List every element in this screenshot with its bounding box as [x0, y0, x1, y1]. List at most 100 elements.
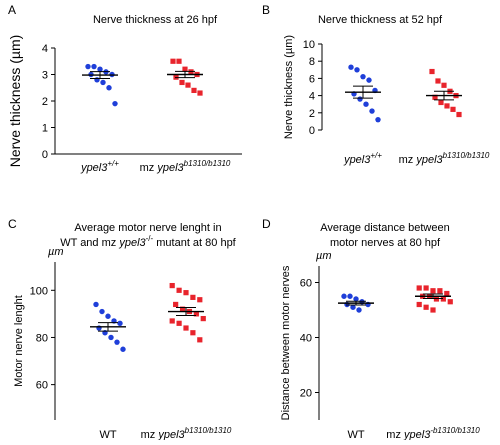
panel-c-series-2-point-13	[183, 325, 189, 331]
panel-b-series-2-point-9	[450, 106, 456, 112]
panel-c-series-1-point-5	[117, 320, 123, 327]
panel-d-y-tick-label-0: 20	[300, 388, 312, 400]
panel-c-title-segment-1: WT and mz	[60, 237, 119, 249]
panel-c-title-line-1: Average motor nerve lenght in	[74, 222, 221, 234]
panel-d-title-segment-1: Average distance between	[320, 222, 449, 234]
panel-b-series-1-point-2	[354, 67, 360, 73]
panel-d-category-1-text: WT	[347, 429, 364, 440]
panel-d-series-2-point-5	[444, 290, 450, 297]
panel-a-y-tick-label-4: 4	[42, 43, 48, 55]
panel-d-series-2-point-3	[430, 288, 436, 294]
panel-d-series-2-point-11	[416, 301, 422, 308]
panel-d-category-2-superscript: -b1310/b1310	[430, 426, 480, 435]
panel-c-category-2-superscript: b1310/b1310	[185, 426, 232, 435]
panel-b-category-2-prefix: mz	[399, 154, 417, 166]
panel-d-series-2-point-4	[437, 288, 443, 294]
panel-d-series-1-point-2	[347, 293, 353, 299]
panel-c-series-2-point-11	[169, 318, 175, 324]
panel-c-unit: µm	[48, 246, 64, 258]
panel-d-category-2-prefix: mz	[386, 429, 404, 440]
panel-b-series-2-point-1	[429, 68, 435, 75]
panel-d-series-2-point-10	[447, 299, 453, 305]
panel-c-category-1-text: WT	[99, 429, 116, 440]
panel-a-series-2-point-2	[176, 58, 182, 64]
panel-c-category-1: WT	[99, 429, 116, 440]
panel-a-series-2-point-8	[185, 82, 191, 88]
panel-c-series-1-point-6	[96, 325, 102, 331]
panel-b-series-2-point-6	[432, 94, 438, 100]
panel-b-category-1-text: ypel3	[343, 154, 371, 166]
panel-a-series-1-point-2	[91, 63, 97, 70]
panel-c-series-2-point-1	[169, 282, 175, 289]
panel-c-y-label: Motor nerve lenght	[13, 295, 25, 387]
panel-b-y-tick-label-3: 6	[309, 73, 315, 85]
panel-a-title: Nerve thickness at 26 hpf	[93, 14, 218, 26]
panel-a-series-1-point-1	[85, 63, 91, 70]
panel-c-title-segment-1: Average motor nerve lenght in	[74, 222, 221, 234]
panel-b-y-tick-label-4: 8	[309, 56, 315, 68]
panel-d-unit: µm	[316, 250, 332, 262]
panel-b-series-1-point-10	[375, 116, 381, 123]
panel-a-category-2-superscript: b1310/b1310	[184, 159, 231, 168]
panel-c-series-2-point-4	[190, 294, 196, 300]
panel-d-series-2-point-13	[430, 307, 436, 313]
panel-b-series-2-point-7	[438, 99, 444, 106]
panel-b-series-1-point-4	[366, 77, 372, 83]
panel-d-y-tick-label-2: 60	[300, 278, 312, 290]
panel-c-series-1-point-3	[105, 313, 111, 319]
panel-d-title-line-1: Average distance between	[320, 222, 449, 234]
panel-a-category-2-gene: ypel3	[156, 162, 184, 174]
panel-c-series-2-point-9	[193, 311, 199, 317]
panel-a-series-1-point-3	[97, 66, 103, 72]
panel-c-series-2-point-12	[176, 320, 182, 326]
panel-b-y-tick-label-2: 4	[309, 91, 315, 103]
panel-b-series-1-point-3	[360, 73, 366, 80]
panel-c-series-2-point-6	[173, 301, 179, 308]
panel-b-y-tick-label-1: 2	[309, 108, 315, 120]
panel-a-series-2-point-10	[197, 90, 203, 96]
panel-d-series-1-point-3	[353, 296, 359, 302]
panel-a-category-2: mz ypel3b1310/b1310	[140, 159, 231, 174]
panel-a-series-2-point-9	[191, 87, 197, 93]
panel-a-y-label: Nerve thickness (µm)	[7, 35, 23, 168]
panel-c-title-segment-4: mutant at 80 hpf	[153, 237, 236, 249]
panel-d-y-label: Distance between motor nerves	[280, 265, 292, 420]
panel-b-series-2-point-2	[435, 78, 441, 84]
panel-a-series-2-point-4	[188, 69, 194, 75]
panel-c-title-segment-2: ypel3	[118, 237, 146, 249]
panel-b-title: Nerve thickness at 52 hpf	[318, 14, 443, 26]
panel-a-series-2-point-6	[173, 74, 179, 80]
panel-d-series-2-point-1	[416, 285, 422, 291]
panel-b-series-2-point-3	[441, 82, 447, 88]
panel-b-series-2-point-8	[444, 103, 450, 109]
panel-d-category-2-gene: ypel3	[403, 429, 431, 440]
panel-b-y-tick-label-0: 0	[309, 125, 315, 137]
panel-a-category-2-prefix: mz	[140, 162, 158, 174]
panel-d-series-2-point-12	[423, 304, 429, 310]
panel-c-category-2-prefix: mz	[141, 429, 159, 440]
panel-b-letter: B	[262, 3, 270, 17]
panel-c-series-2-point-2	[176, 287, 182, 293]
panel-b-series-1-point-7	[357, 96, 363, 102]
panel-a-letter: A	[8, 3, 16, 17]
panel-b-category-2: mz ypel3b1310/b1310	[399, 151, 490, 166]
panel-b-y-label: Nerve thickness (µm)	[283, 35, 295, 139]
panel-a-y-tick-label-2: 2	[42, 96, 48, 108]
panel-a-series-2-point-1	[170, 58, 176, 64]
panel-c-series-2-point-3	[183, 290, 189, 296]
panel-c-series-1-point-10	[120, 346, 126, 352]
panel-a-series-2-point-7	[179, 79, 185, 86]
panel-a-series-1-point-7	[94, 77, 100, 83]
panel-a-series-1-point-8	[100, 79, 106, 86]
panel-c-series-1-point-9	[114, 339, 120, 345]
panel-c-title-line-2: WT and mz ypel3-/- mutant at 80 hpf	[60, 234, 236, 249]
panel-d-y-tick-label-1: 40	[300, 333, 312, 345]
panel-a-category-1-superscript: +/+	[107, 159, 119, 168]
panel-c-series-2-point-14	[190, 330, 196, 336]
panel-a-category-1-text: ypel3	[80, 162, 108, 174]
panel-c-series-1-point-8	[108, 334, 114, 341]
panel-a-category-1: ypel3+/+	[80, 159, 119, 174]
panel-c-series-1-point-2	[99, 308, 105, 315]
panel-c-title-segment-3: -/-	[146, 234, 154, 243]
panel-c-category-2: mz ypel3b1310/b1310	[141, 426, 232, 440]
